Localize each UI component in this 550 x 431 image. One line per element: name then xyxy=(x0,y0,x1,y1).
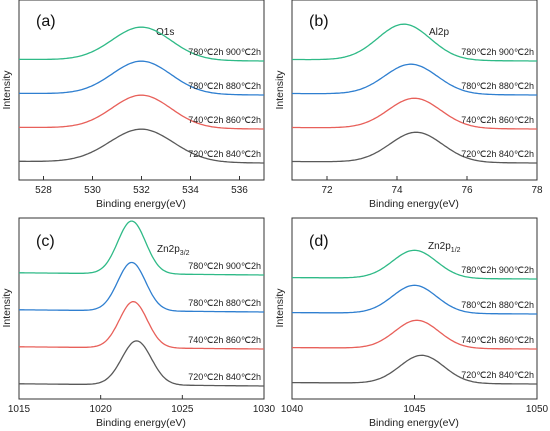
panel-b-peak-label: Al2p xyxy=(429,27,449,38)
panel-b-xtick-label-1: 74 xyxy=(391,185,403,196)
panel-c-ylabel: Intensity xyxy=(1,288,13,328)
panel-c-curves xyxy=(19,220,264,387)
panel-b-series-3-line xyxy=(292,23,537,62)
panel-d-series-3-line xyxy=(292,249,537,280)
panel-a-xtick-label-1: 530 xyxy=(84,185,101,196)
panel-b-xlabel: Binding energy(eV) xyxy=(369,198,459,210)
panel-d-series-3-label: 780℃2h 900℃2h xyxy=(461,265,534,275)
panel-c-ticks: 1015 1020 1025 1030 xyxy=(8,395,276,415)
panel-a-xtick-label-2: 532 xyxy=(133,185,150,196)
panel-d-peak-label-main: Zn2p xyxy=(428,241,451,252)
panel-b-ticks: 72 74 76 78 xyxy=(321,176,543,196)
panel-d-series-2-line xyxy=(292,284,537,315)
panel-b-ylabel: Intensity xyxy=(274,70,286,110)
panel-d: (d) Zn2p1/2 Binding energy(eV) Intensity… xyxy=(274,217,549,429)
panel-b-series-1-line xyxy=(292,97,537,130)
panel-a-series-labels: 720℃2h 840℃2h 740℃2h 860℃2h 780℃2h 880℃2h 7… xyxy=(188,47,261,159)
panel-d-series-1-label: 740℃2h 860℃2h xyxy=(461,335,534,345)
panel-c-series-1-label: 740℃2h 860℃2h xyxy=(188,335,261,345)
panel-a-series-0-line xyxy=(19,128,264,164)
panel-a-series-2-label: 780℃2h 880℃2h xyxy=(188,81,261,91)
panel-d-letter: (d) xyxy=(309,233,329,250)
panel-b-series-2-line xyxy=(292,63,537,96)
panel-d-series-labels: 720℃2h 840℃2h 740℃2h 860℃2h 780℃2h 880℃2h 7… xyxy=(461,265,534,380)
panel-c-series-0-line xyxy=(19,340,264,387)
panel-c-peak-label-sub: 3/2 xyxy=(180,250,190,257)
panel-b-xtick-label-0: 72 xyxy=(321,185,333,196)
panel-b-xtick-label-3: 78 xyxy=(531,185,543,196)
panel-b-letter: (b) xyxy=(309,13,329,30)
panel-c-xtick-label-2: 1025 xyxy=(171,404,194,415)
panel-b-series-labels: 720℃2h 840℃2h 740℃2h 860℃2h 780℃2h 880℃2h 7… xyxy=(461,47,534,159)
panel-c-xtick-label-3: 1030 xyxy=(253,404,276,415)
panel-d-series-2-label: 780℃2h 880℃2h xyxy=(461,300,534,310)
panel-b-xtick-label-2: 76 xyxy=(461,185,473,196)
panel-c-peak-label-main: Zn2p xyxy=(157,244,180,255)
panel-a-xtick-label-4: 536 xyxy=(231,185,248,196)
panel-c-letter: (c) xyxy=(36,233,55,250)
panel-b-series-1-label: 740℃2h 860℃2h xyxy=(461,115,534,125)
panel-a: (a) O1s Binding energy(eV) Intensity 528… xyxy=(1,0,265,210)
panel-c-series-3-line xyxy=(19,220,264,276)
panel-d-curves xyxy=(292,249,537,385)
panel-a-series-3-line xyxy=(18,26,264,62)
panel-d-series-0-label: 720℃2h 840℃2h xyxy=(461,370,534,380)
panel-c-series-labels: 720℃2h 840℃2h 740℃2h 860℃2h 780℃2h 880℃2h 7… xyxy=(188,261,261,382)
panel-a-series-0-label: 720℃2h 840℃2h xyxy=(188,149,261,159)
panel-d-ylabel: Intensity xyxy=(274,288,286,328)
panel-a-series-1-label: 740℃2h 860℃2h xyxy=(188,115,261,125)
panel-a-series-2-line xyxy=(18,60,264,96)
panel-c-xtick-label-0: 1015 xyxy=(8,404,31,415)
panel-c-frame xyxy=(18,217,265,400)
panel-a-xtick-label-0: 528 xyxy=(35,185,52,196)
panel-b-frame xyxy=(291,0,538,181)
panel-a-series-3-label: 780℃2h 900℃2h xyxy=(188,47,261,57)
panel-d-xlabel: Binding energy(eV) xyxy=(369,417,459,429)
panel-d-series-0-line xyxy=(292,354,537,385)
panel-d-peak-label-sub: 1/2 xyxy=(451,247,461,254)
panel-a-series-1-line xyxy=(18,94,264,130)
panel-a-xlabel: Binding energy(eV) xyxy=(96,198,186,210)
panel-c-xlabel: Binding energy(eV) xyxy=(96,417,186,429)
panel-c-series-1-line xyxy=(19,301,264,350)
panel-c-series-2-label: 780℃2h 880℃2h xyxy=(188,298,261,308)
panel-c: (c) Zn2p3/2 Binding energy(eV) Intensity… xyxy=(1,217,276,429)
panel-d-xtick-label-2: 1050 xyxy=(526,404,549,415)
panel-b-series-3-label: 780℃2h 900℃2h xyxy=(461,47,534,57)
panel-d-xtick-label-0: 1040 xyxy=(281,404,304,415)
panel-b: (b) Al2p Binding energy(eV) Intensity 72… xyxy=(274,0,543,210)
panel-c-series-2-line xyxy=(19,261,264,313)
panel-a-ticks: 528 530 532 534 536 xyxy=(35,176,248,196)
panel-d-xtick-label-1: 1045 xyxy=(403,404,426,415)
panel-d-series-1-line xyxy=(292,319,537,350)
panel-b-series-0-line xyxy=(292,131,537,164)
panel-a-curves xyxy=(18,26,264,164)
panel-b-series-0-label: 720℃2h 840℃2h xyxy=(461,149,534,159)
panel-a-xtick-label-3: 534 xyxy=(182,185,199,196)
panel-a-ylabel: Intensity xyxy=(1,70,13,110)
panel-d-peak-label: Zn2p1/2 xyxy=(428,241,461,254)
panel-a-peak-label: O1s xyxy=(156,27,174,38)
panel-c-series-0-label: 720℃2h 840℃2h xyxy=(188,372,261,382)
panel-c-xtick-label-1: 1020 xyxy=(90,404,113,415)
panel-b-series-2-label: 780℃2h 880℃2h xyxy=(461,81,534,91)
panel-c-series-3-label: 780℃2h 900℃2h xyxy=(188,261,261,271)
panel-d-ticks: 1040 1045 1050 xyxy=(281,395,549,415)
panel-c-peak-label: Zn2p3/2 xyxy=(157,244,190,257)
panel-b-curves xyxy=(292,23,537,164)
panel-a-letter: (a) xyxy=(36,13,56,30)
